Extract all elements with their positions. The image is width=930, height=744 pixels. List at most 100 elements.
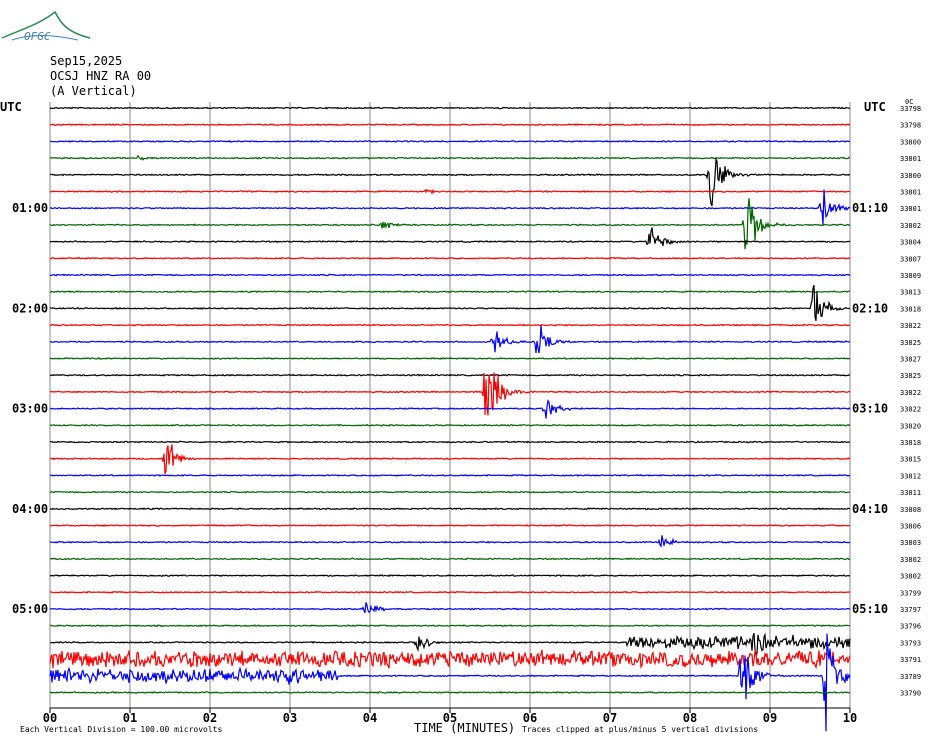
trace-34	[49, 633, 851, 732]
trace-count-11: 33813	[900, 289, 921, 297]
seismic-traces	[49, 106, 851, 732]
trace-count-0: 33798	[900, 105, 921, 113]
right-time-label-3: 04:10	[852, 502, 888, 516]
right-time-label-1: 02:10	[852, 301, 888, 315]
trace-count-33: 33791	[900, 656, 921, 664]
trace-count-labels: 33798 33798 33800 33801 33800 33801 33801 33802…	[900, 105, 921, 698]
trace-0	[49, 106, 851, 110]
x-tick-label-8: 08	[683, 711, 697, 725]
left-utc-label: UTC	[0, 100, 22, 114]
right-time-label-2: 03:10	[852, 402, 888, 416]
trace-count-6: 33801	[900, 205, 921, 213]
trace-30	[49, 602, 851, 614]
trace-20	[49, 440, 851, 444]
trace-count-15: 33827	[900, 356, 921, 364]
trace-count-27: 33802	[900, 556, 921, 564]
trace-7	[49, 198, 851, 250]
trace-6	[49, 189, 851, 225]
trace-19	[49, 423, 851, 427]
trace-15	[49, 357, 851, 361]
trace-1	[49, 123, 851, 127]
left-time-label-4: 05:00	[12, 602, 48, 616]
trace-17	[49, 372, 851, 416]
trace-33	[49, 648, 851, 670]
trace-count-7: 33802	[900, 222, 921, 230]
trace-count-24: 33808	[900, 506, 921, 514]
trace-27	[49, 557, 851, 561]
trace-count-28: 33802	[900, 573, 921, 581]
trace-count-32: 33793	[900, 639, 921, 647]
trace-16	[49, 373, 851, 377]
x-tick-label-3: 03	[283, 711, 297, 725]
x-tick-label-2: 02	[203, 711, 217, 725]
trace-2	[49, 139, 851, 143]
trace-21	[49, 444, 851, 476]
logo-text: OFGC	[24, 30, 51, 43]
trace-11	[49, 290, 851, 294]
trace-22	[49, 473, 851, 477]
x-axis-title: TIME (MINUTES)	[414, 721, 515, 735]
trace-5	[49, 188, 851, 196]
left-time-label-3: 04:00	[12, 502, 48, 516]
trace-count-12: 33818	[900, 305, 921, 313]
trace-8	[49, 227, 851, 246]
right-utc-label: UTC	[864, 100, 886, 114]
x-tick-label-4: 04	[363, 711, 377, 725]
right-top-marker: 0C	[905, 98, 913, 106]
trace-31	[49, 624, 851, 628]
trace-count-3: 33801	[900, 155, 921, 163]
trace-count-31: 33796	[900, 623, 921, 631]
trace-count-22: 33812	[900, 472, 921, 480]
trace-count-35: 33790	[900, 690, 921, 698]
trace-count-14: 33825	[900, 339, 921, 347]
left-time-label-0: 01:00	[12, 201, 48, 215]
trace-26	[49, 535, 851, 548]
right-time-label-0: 01:10	[852, 201, 888, 215]
trace-23	[49, 490, 851, 494]
scale-note: Each Vertical Division = 100.00 microvol…	[20, 725, 222, 734]
trace-count-29: 33799	[900, 589, 921, 597]
trace-12	[49, 285, 851, 322]
component-label: (A Vertical)	[50, 84, 137, 98]
trace-count-10: 33809	[900, 272, 921, 280]
trace-count-13: 33822	[900, 322, 921, 330]
ofgc-logo: OFGC	[1, 10, 91, 43]
time-gridlines	[49, 102, 851, 708]
trace-28	[49, 574, 851, 578]
trace-count-1: 33798	[900, 122, 921, 130]
trace-18	[49, 399, 851, 419]
right-time-label-4: 05:10	[852, 602, 888, 616]
left-time-label-2: 03:00	[12, 402, 48, 416]
trace-count-18: 33822	[900, 406, 921, 414]
left-time-label-1: 02:00	[12, 301, 48, 315]
clip-note: Traces clipped at plus/minus 5 vertical …	[522, 725, 758, 734]
left-time-labels: 01:00 02:00 03:00 04:00 05:00	[12, 201, 48, 616]
trace-count-16: 33825	[900, 372, 921, 380]
plot-date: Sep15,2025	[50, 54, 122, 68]
trace-count-25: 33806	[900, 523, 921, 531]
right-time-labels: 01:10 02:10 03:10 04:10 05:10	[852, 201, 888, 616]
trace-count-4: 33800	[900, 172, 921, 180]
x-tick-label-10: 10	[843, 711, 857, 725]
trace-count-23: 33811	[900, 489, 921, 497]
trace-25	[49, 524, 850, 528]
trace-count-17: 33822	[900, 389, 921, 397]
time-axis: 00 01 02 03 04 05 06 07 08 09 10	[43, 707, 857, 725]
trace-24	[50, 507, 851, 511]
trace-14	[49, 325, 851, 354]
trace-count-30: 33797	[900, 606, 921, 614]
x-tick-label-7: 07	[603, 711, 617, 725]
trace-count-2: 33800	[900, 138, 921, 146]
trace-count-5: 33801	[900, 189, 921, 197]
trace-32	[49, 632, 851, 658]
trace-count-26: 33803	[900, 539, 921, 547]
trace-count-34: 33789	[900, 673, 921, 681]
x-tick-label-6: 06	[523, 711, 537, 725]
x-tick-label-5: 05	[443, 711, 457, 725]
trace-13	[49, 323, 851, 327]
trace-4	[49, 157, 851, 207]
x-tick-label-1: 01	[123, 711, 137, 725]
trace-35	[49, 691, 850, 695]
trace-count-20: 33818	[900, 439, 921, 447]
